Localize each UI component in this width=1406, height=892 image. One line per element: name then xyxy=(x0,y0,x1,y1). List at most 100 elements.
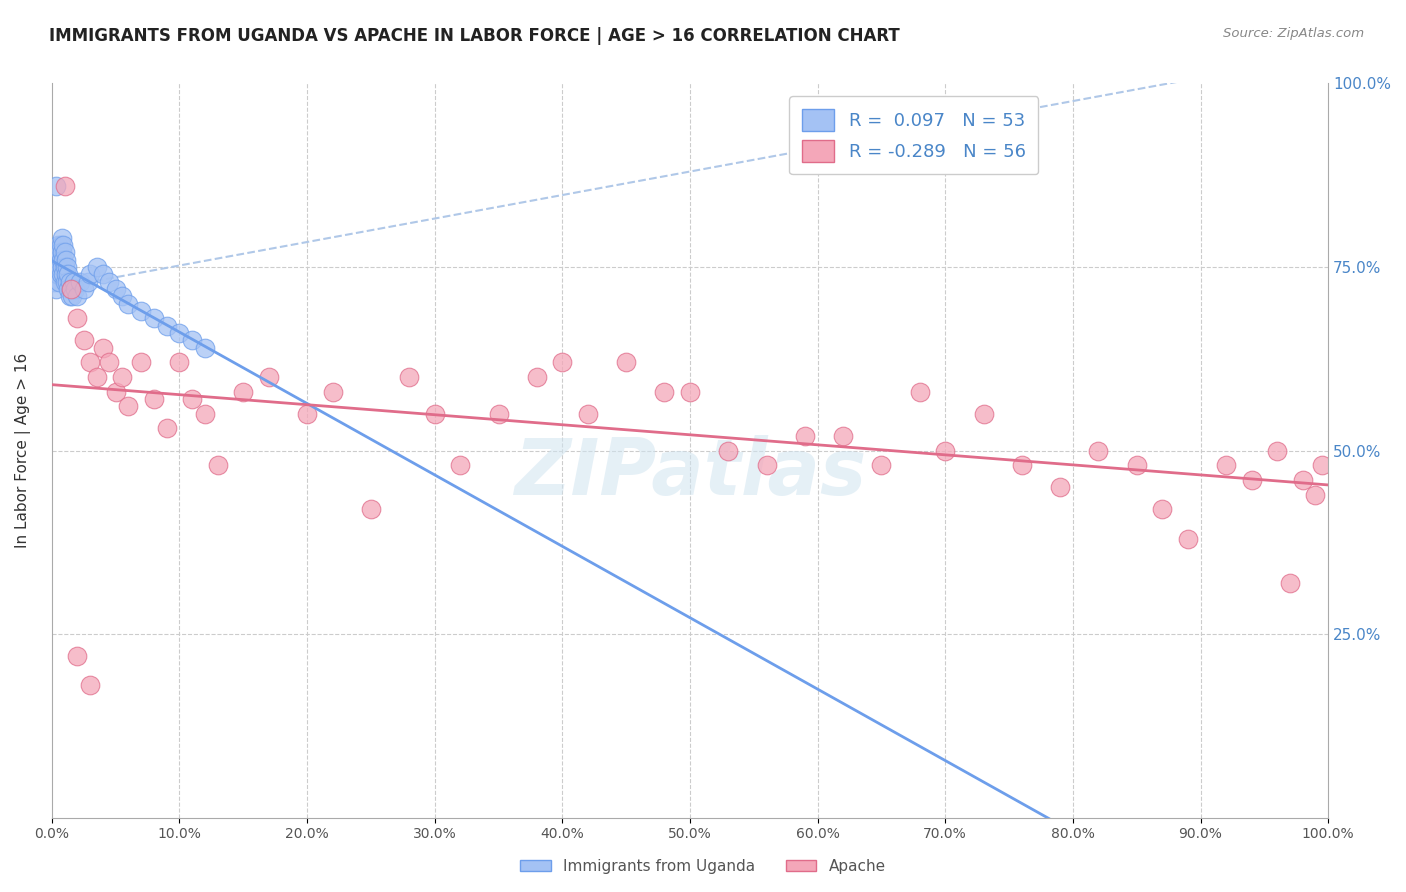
Point xyxy=(59,282,82,296)
Point xyxy=(360,502,382,516)
Point xyxy=(232,384,254,399)
Point xyxy=(79,678,101,692)
Point xyxy=(449,458,471,473)
Point xyxy=(79,268,101,282)
Point xyxy=(207,458,229,473)
Point xyxy=(51,260,73,274)
Point xyxy=(63,282,86,296)
Point xyxy=(58,268,80,282)
Point xyxy=(104,384,127,399)
Point xyxy=(52,268,75,282)
Point xyxy=(48,260,70,274)
Point xyxy=(934,443,956,458)
Point xyxy=(104,282,127,296)
Point xyxy=(1240,473,1263,487)
Point xyxy=(169,326,191,340)
Point xyxy=(49,238,72,252)
Point xyxy=(86,260,108,274)
Point xyxy=(1125,458,1147,473)
Point xyxy=(66,649,89,664)
Point xyxy=(257,370,280,384)
Legend: R =  0.097   N = 53, R = -0.289   N = 56: R = 0.097 N = 53, R = -0.289 N = 56 xyxy=(789,96,1038,175)
Point xyxy=(194,341,217,355)
Point xyxy=(322,384,344,399)
Point xyxy=(56,260,79,274)
Point xyxy=(45,282,67,296)
Point xyxy=(48,245,70,260)
Point xyxy=(98,355,121,369)
Point xyxy=(52,252,75,267)
Legend: Immigrants from Uganda, Apache: Immigrants from Uganda, Apache xyxy=(515,853,891,880)
Point xyxy=(793,429,815,443)
Point xyxy=(129,355,152,369)
Point xyxy=(1310,458,1333,473)
Point xyxy=(679,384,702,399)
Point xyxy=(46,238,69,252)
Point xyxy=(59,289,82,303)
Point xyxy=(55,268,77,282)
Point xyxy=(295,407,318,421)
Point xyxy=(755,458,778,473)
Point xyxy=(45,260,67,274)
Point xyxy=(44,275,66,289)
Point xyxy=(1215,458,1237,473)
Point xyxy=(86,370,108,384)
Point xyxy=(51,245,73,260)
Point xyxy=(45,268,67,282)
Point xyxy=(73,334,96,348)
Point xyxy=(51,230,73,244)
Point xyxy=(53,245,76,260)
Point xyxy=(48,275,70,289)
Point xyxy=(46,252,69,267)
Point xyxy=(654,384,676,399)
Point xyxy=(46,268,69,282)
Point xyxy=(832,429,855,443)
Point xyxy=(76,275,98,289)
Point xyxy=(551,355,574,369)
Point xyxy=(973,407,995,421)
Point xyxy=(169,355,191,369)
Point xyxy=(488,407,510,421)
Point xyxy=(142,392,165,406)
Text: IMMIGRANTS FROM UGANDA VS APACHE IN LABOR FORCE | AGE > 16 CORRELATION CHART: IMMIGRANTS FROM UGANDA VS APACHE IN LABO… xyxy=(49,27,900,45)
Point xyxy=(129,304,152,318)
Point xyxy=(73,282,96,296)
Point xyxy=(156,421,179,435)
Point xyxy=(45,179,67,194)
Point xyxy=(60,289,83,303)
Point xyxy=(79,355,101,369)
Point xyxy=(58,282,80,296)
Point xyxy=(53,275,76,289)
Point xyxy=(1291,473,1313,487)
Text: ZIPatlas: ZIPatlas xyxy=(513,434,866,510)
Point xyxy=(45,252,67,267)
Point xyxy=(908,384,931,399)
Point xyxy=(117,296,139,310)
Point xyxy=(59,275,82,289)
Point xyxy=(49,252,72,267)
Point xyxy=(117,400,139,414)
Point xyxy=(398,370,420,384)
Point xyxy=(52,238,75,252)
Point xyxy=(717,443,740,458)
Point xyxy=(56,275,79,289)
Point xyxy=(576,407,599,421)
Y-axis label: In Labor Force | Age > 16: In Labor Force | Age > 16 xyxy=(15,353,31,549)
Point xyxy=(62,275,84,289)
Point xyxy=(53,260,76,274)
Point xyxy=(194,407,217,421)
Point xyxy=(66,289,89,303)
Point xyxy=(1152,502,1174,516)
Point xyxy=(1177,532,1199,546)
Point xyxy=(59,282,82,296)
Point xyxy=(142,311,165,326)
Point xyxy=(69,275,91,289)
Point xyxy=(1265,443,1288,458)
Point xyxy=(111,370,134,384)
Text: Source: ZipAtlas.com: Source: ZipAtlas.com xyxy=(1223,27,1364,40)
Point xyxy=(1049,480,1071,494)
Point xyxy=(91,341,114,355)
Point xyxy=(1087,443,1109,458)
Point xyxy=(614,355,637,369)
Point xyxy=(98,275,121,289)
